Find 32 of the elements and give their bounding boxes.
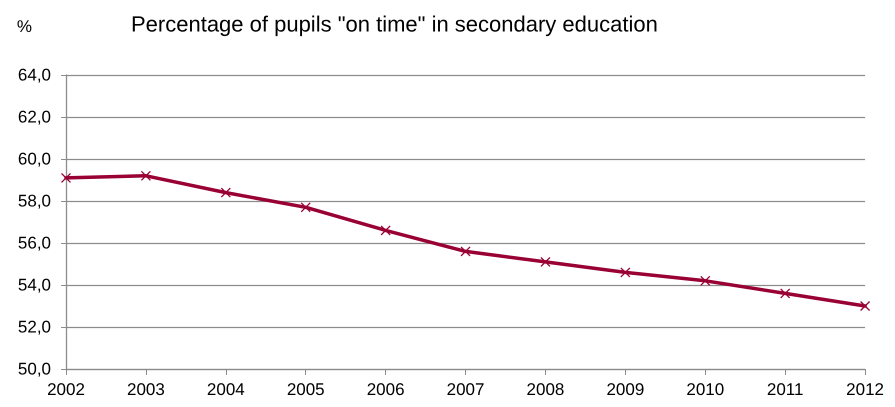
point xyxy=(540,256,551,268)
x-tick-label: 2003 xyxy=(126,380,165,399)
y-tick-label: 54,0 xyxy=(18,276,51,294)
y-tick-label: 62,0 xyxy=(18,108,51,126)
point xyxy=(780,288,790,299)
x-tick-label: 2011 xyxy=(766,380,804,399)
y-tick-label: 52,0 xyxy=(18,318,51,336)
point xyxy=(220,187,231,198)
point xyxy=(60,172,72,184)
x-tick-label: 2007 xyxy=(446,380,484,399)
y-tick-label: 56,0 xyxy=(18,234,51,252)
point xyxy=(700,276,710,286)
x-tick-label: 2004 xyxy=(206,380,245,399)
y-tick-label: 50,0 xyxy=(18,360,51,378)
y-tick-label: 58,0 xyxy=(18,192,51,210)
x-tick-label: 2002 xyxy=(47,380,85,399)
x-tick-label: 2010 xyxy=(686,380,724,399)
x-tick-label: 2005 xyxy=(286,380,325,399)
y-tick-label: 64,0 xyxy=(18,66,51,84)
x-tick-label: 2009 xyxy=(606,380,644,399)
point xyxy=(140,170,152,181)
point xyxy=(300,202,311,212)
x-tick-label: 2006 xyxy=(366,380,405,399)
point xyxy=(460,246,471,257)
point xyxy=(380,225,391,236)
point xyxy=(620,267,631,278)
x-tick-label: 2008 xyxy=(526,380,564,399)
y-axis-title: % xyxy=(16,17,32,36)
chart-title: Percentage of pupils "on time" in secondary education xyxy=(131,12,658,36)
x-tick-label: 2012 xyxy=(846,380,884,399)
y-tick-label: 60,0 xyxy=(18,150,51,168)
point xyxy=(860,300,870,312)
